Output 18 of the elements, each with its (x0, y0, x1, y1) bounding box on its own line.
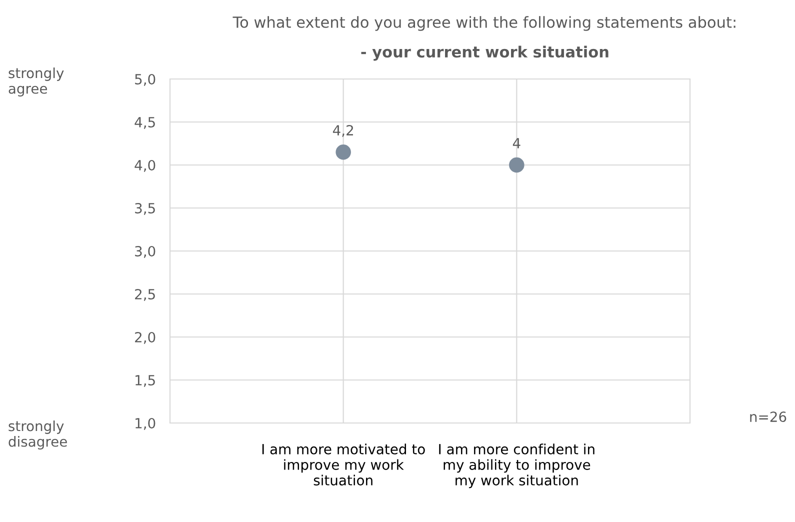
y-tick-label: 3,5 (135, 202, 155, 215)
y-tick-label: 2,0 (135, 332, 156, 344)
chart-title: To what extent do you agree with the following statements about: (232, 16, 736, 31)
x-tick-label: I am more motivated to improve my work situation (262, 444, 425, 486)
data-label: 4,2 (332, 125, 353, 137)
chart-subtitle: - your current work situation (361, 46, 608, 61)
y-tick-label: 5,0 (135, 74, 156, 86)
y-tick-label: 4,5 (134, 117, 155, 129)
y-tick-label: 1,5 (136, 375, 155, 387)
text: n=26 (750, 412, 786, 422)
text: strongly disagree (8, 420, 67, 450)
y-tick-label: 4,0 (134, 160, 156, 172)
data-label: 4 (512, 138, 520, 148)
y-tick-label: 2,5 (135, 288, 155, 301)
x-tick-label: I am more confident in my ability to improve my work situation (439, 444, 594, 488)
y-tick-label: 1,0 (136, 418, 156, 430)
text: strongly agree (8, 68, 64, 96)
y-tick-label: 3,0 (135, 246, 156, 258)
